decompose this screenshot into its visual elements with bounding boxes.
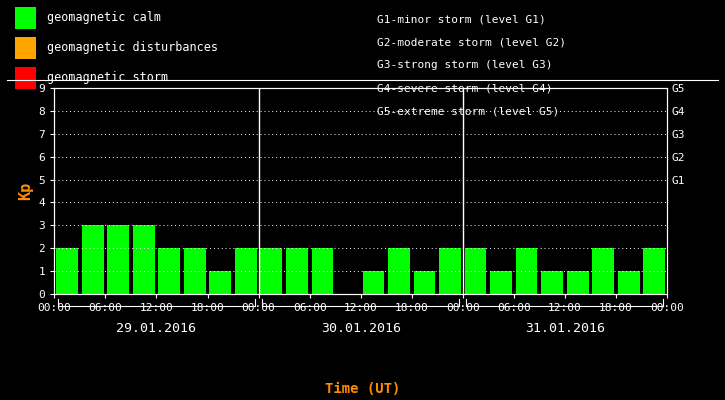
Bar — [439, 248, 461, 294]
Bar — [260, 248, 282, 294]
Bar — [490, 271, 512, 294]
Bar — [286, 248, 307, 294]
Bar — [515, 248, 537, 294]
Bar — [567, 271, 589, 294]
Bar — [235, 248, 257, 294]
Bar — [388, 248, 410, 294]
Text: geomagnetic storm: geomagnetic storm — [47, 72, 168, 84]
Text: 30.01.2016: 30.01.2016 — [320, 322, 401, 335]
Bar — [184, 248, 206, 294]
Text: 31.01.2016: 31.01.2016 — [525, 322, 605, 335]
Bar — [542, 271, 563, 294]
Text: geomagnetic disturbances: geomagnetic disturbances — [47, 42, 218, 54]
Bar — [592, 248, 614, 294]
Text: Time (UT): Time (UT) — [325, 382, 400, 396]
Bar — [312, 248, 334, 294]
Text: G4-severe storm (level G4): G4-severe storm (level G4) — [377, 84, 552, 94]
Bar — [362, 271, 384, 294]
Text: G3-strong storm (level G3): G3-strong storm (level G3) — [377, 60, 552, 70]
Bar — [618, 271, 639, 294]
Bar — [107, 225, 129, 294]
Text: G2-moderate storm (level G2): G2-moderate storm (level G2) — [377, 37, 566, 47]
Bar — [643, 248, 665, 294]
Bar — [158, 248, 180, 294]
Text: G1-minor storm (level G1): G1-minor storm (level G1) — [377, 14, 546, 24]
Bar — [465, 248, 486, 294]
Text: 29.01.2016: 29.01.2016 — [117, 322, 196, 335]
Bar — [82, 225, 104, 294]
Bar — [57, 248, 78, 294]
Bar — [414, 271, 435, 294]
Bar — [210, 271, 231, 294]
Y-axis label: Kp: Kp — [18, 182, 33, 200]
Text: geomagnetic calm: geomagnetic calm — [47, 12, 161, 24]
Bar — [133, 225, 154, 294]
Text: G5-extreme storm (level G5): G5-extreme storm (level G5) — [377, 107, 559, 117]
